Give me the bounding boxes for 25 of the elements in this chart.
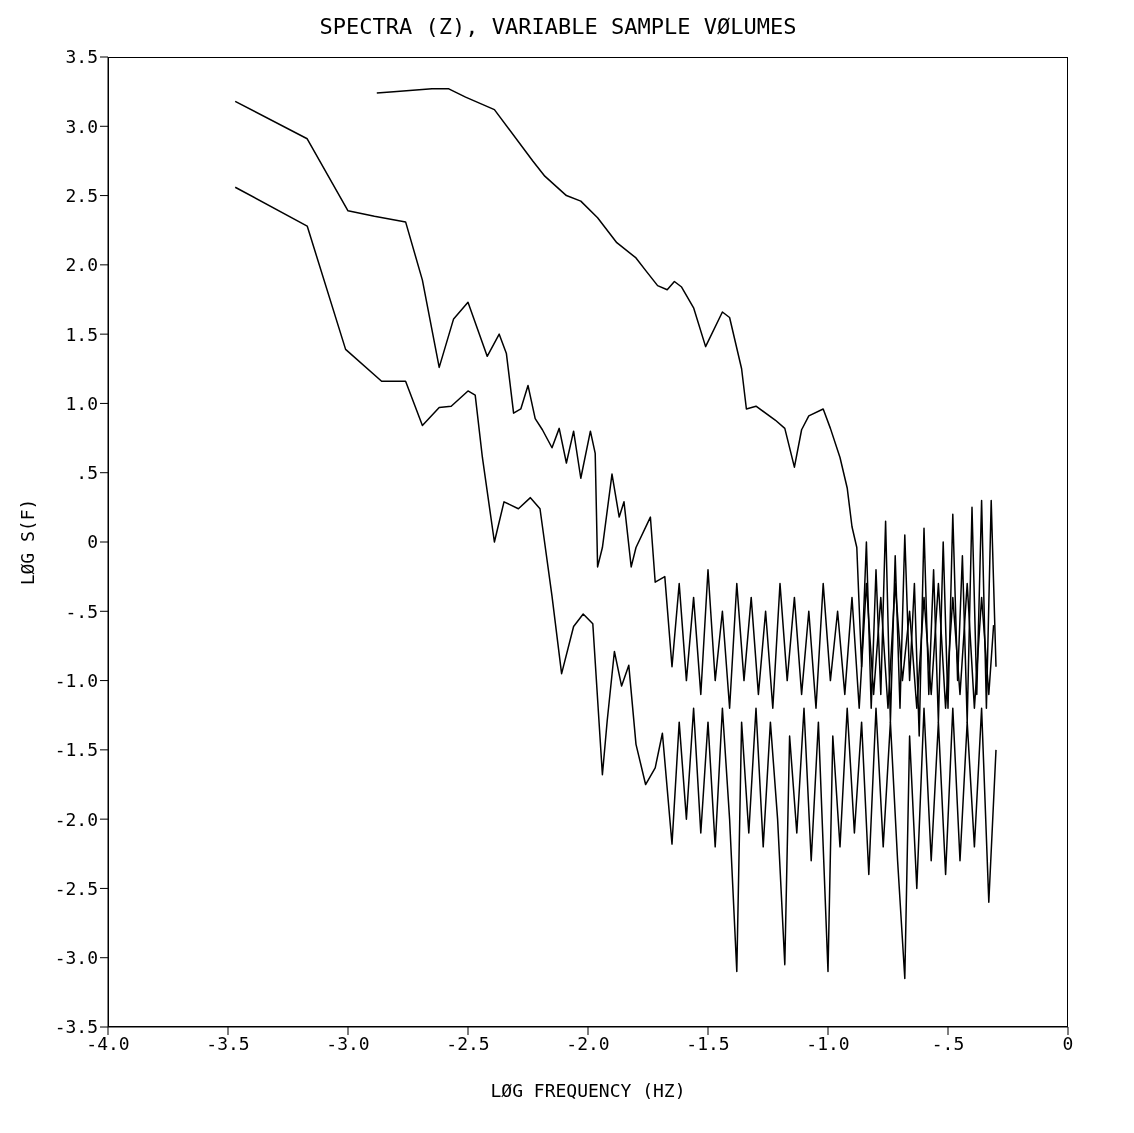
- y-tick-label: -2.0: [54, 808, 98, 830]
- y-axis-title: LØG S(F): [17, 498, 39, 586]
- x-tick-label: -2.0: [566, 1032, 610, 1054]
- x-tick-label: -2.5: [446, 1032, 490, 1054]
- y-tick-label: 3.5: [65, 46, 98, 68]
- x-tick-label: -.5: [931, 1032, 965, 1054]
- x-tick-label: -3.5: [206, 1032, 250, 1054]
- y-tick-label: -1.5: [54, 739, 98, 761]
- chart-title: SPECTRA (Z), VARIABLE SAMPLE VØLUMES: [318, 13, 798, 41]
- x-tick-label: -3.0: [326, 1032, 370, 1054]
- x-tick-label: -1.0: [806, 1032, 850, 1054]
- y-tick-label: 0: [87, 531, 98, 553]
- y-tick-label: 3.0: [65, 115, 98, 137]
- y-tick-label: -.5: [65, 600, 98, 622]
- y-tick-label: -3.0: [54, 947, 98, 969]
- y-tick-label: 1.0: [65, 392, 98, 414]
- y-tick-label: 2.0: [65, 254, 98, 276]
- x-axis-title: LØG FREQUENCY (HZ): [490, 1080, 686, 1101]
- y-tick-label: -2.5: [54, 877, 98, 899]
- y-tick-label: 1.5: [65, 323, 98, 345]
- y-tick-label: .5: [76, 462, 98, 484]
- y-tick-label: 2.5: [65, 184, 98, 206]
- x-tick-label: 0: [1062, 1032, 1074, 1054]
- x-tick-label: -1.5: [686, 1032, 730, 1054]
- y-tick-label: -1.0: [54, 669, 98, 691]
